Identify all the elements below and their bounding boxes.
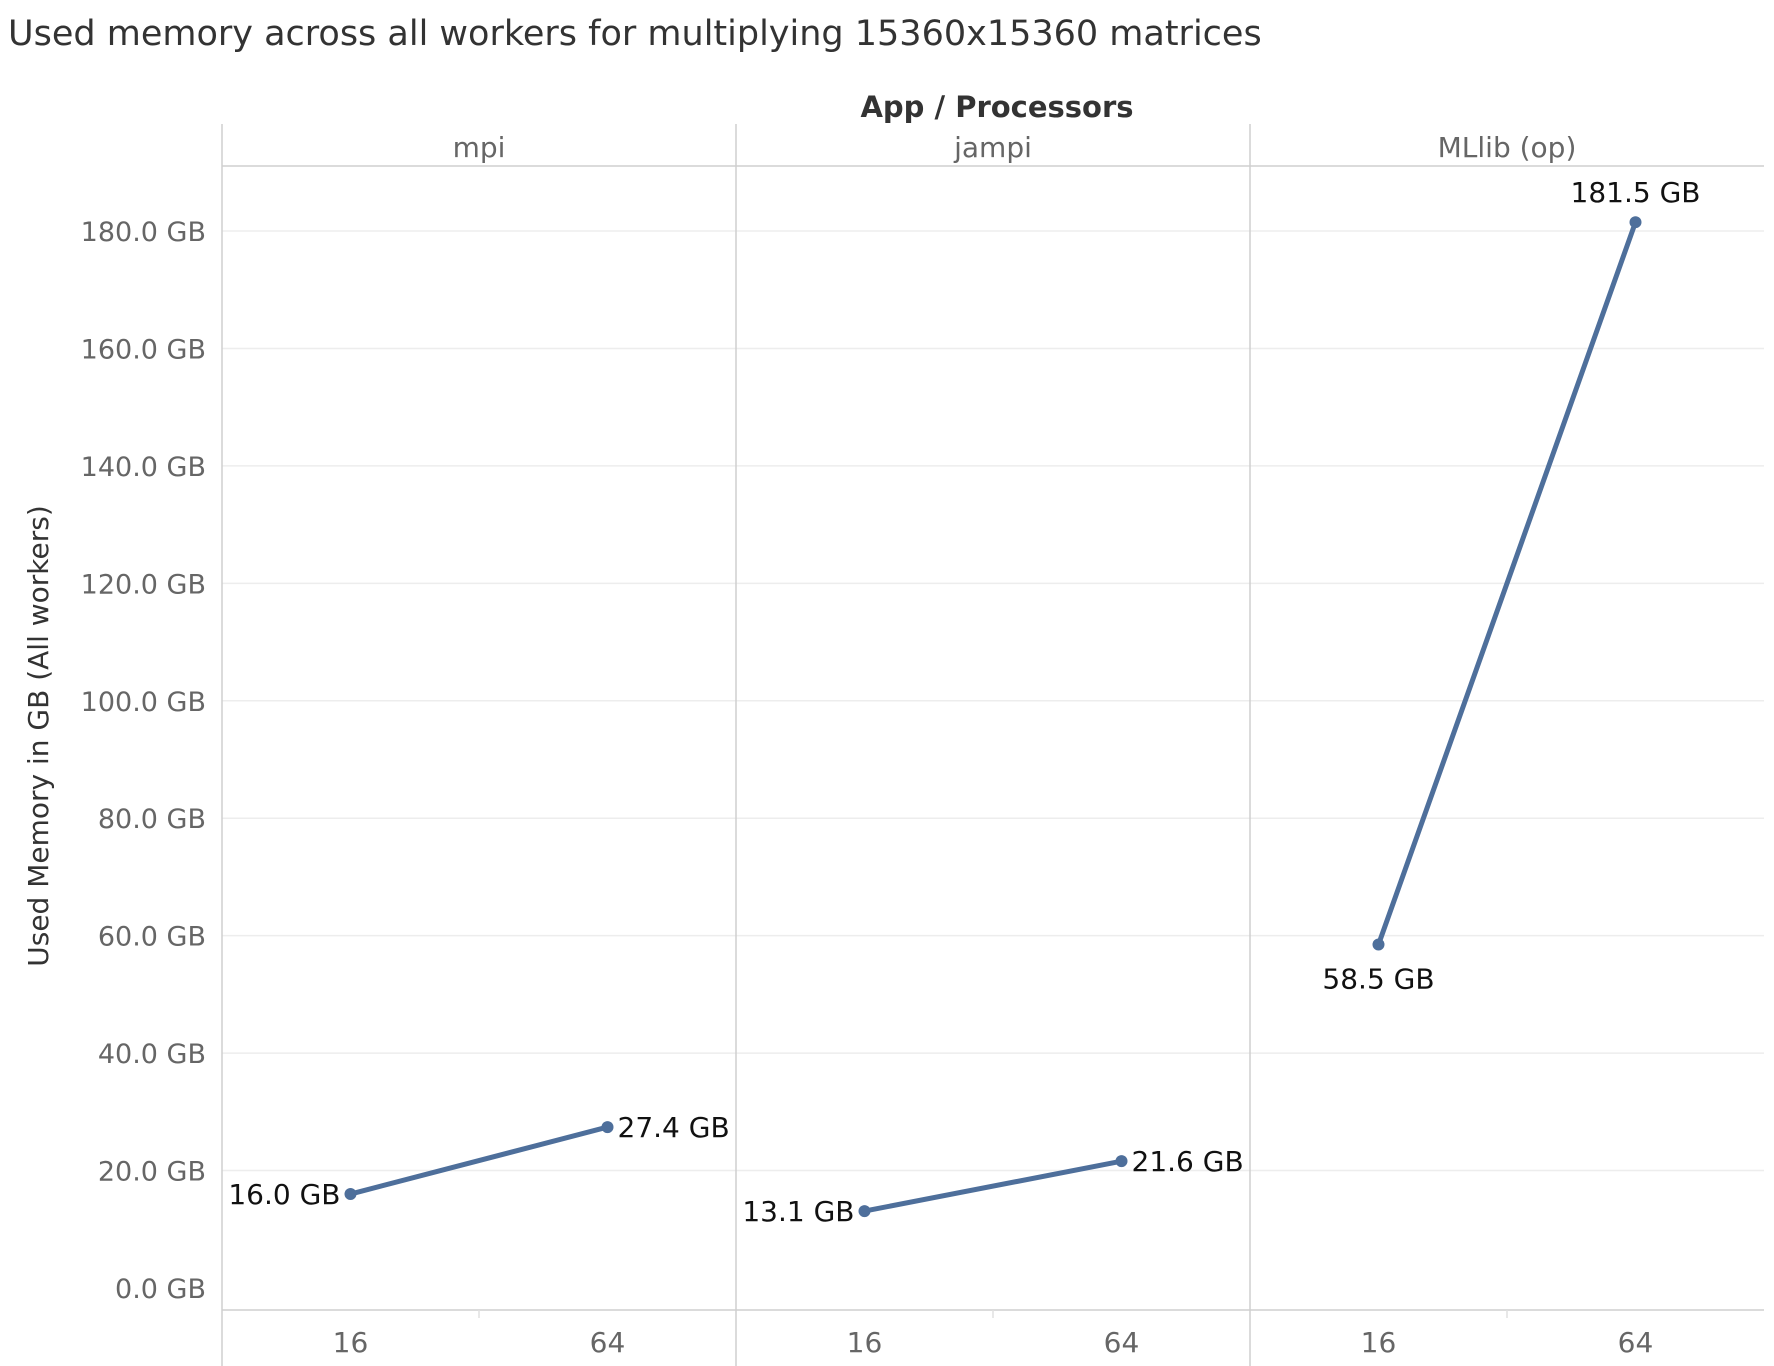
data-label: 16.0 GB — [228, 1178, 340, 1211]
y-tick-label: 0.0 GB — [115, 1274, 206, 1305]
y-tick-label: 80.0 GB — [98, 804, 206, 835]
series-line-jampi — [862, 1158, 1124, 1214]
x-tick-label: 64 — [1104, 1326, 1140, 1359]
column-header: App / Processors — [860, 90, 1133, 124]
panel-frame — [221, 124, 1764, 1366]
x-axis-ticks: 16 64 16 64 16 64 — [333, 1310, 1654, 1359]
y-axis-ticks: 0.0 GB 20.0 GB 40.0 GB 60.0 GB 80.0 GB 100.0 … — [81, 217, 206, 1305]
y-tick-label: 60.0 GB — [98, 922, 206, 953]
x-tick-label: 64 — [1618, 1326, 1654, 1359]
gridlines — [222, 230, 1764, 1172]
y-tick-label: 20.0 GB — [98, 1157, 206, 1188]
data-label: 13.1 GB — [742, 1195, 854, 1228]
data-points — [344, 216, 1642, 1218]
x-tick-label: 16 — [847, 1326, 883, 1359]
x-tick-label: 64 — [590, 1326, 626, 1359]
y-tick-label: 180.0 GB — [81, 217, 206, 248]
panel-header: jampi — [953, 131, 1032, 164]
series-line-mpi — [348, 1124, 610, 1197]
y-tick-label: 100.0 GB — [81, 687, 206, 718]
y-tick-label: 40.0 GB — [98, 1039, 206, 1070]
data-point — [1115, 1155, 1128, 1168]
x-tick-label: 16 — [333, 1326, 369, 1359]
y-tick-label: 140.0 GB — [81, 452, 206, 483]
data-point — [858, 1205, 871, 1218]
data-point — [1629, 216, 1642, 229]
panel-header: MLlib (op) — [1438, 131, 1577, 164]
y-tick-label: 120.0 GB — [81, 569, 206, 600]
data-point — [1372, 938, 1385, 951]
data-label: 27.4 GB — [618, 1111, 730, 1144]
data-labels: 16.0 GB 27.4 GB 13.1 GB 21.6 GB 58.5 GB 181.5… — [228, 176, 1700, 1228]
chart-title: Used memory across all workers for multi… — [8, 14, 1262, 54]
data-point — [601, 1121, 614, 1134]
series-line-mllib-op- — [1376, 219, 1638, 947]
y-axis-label: Used Memory in GB (All workers) — [22, 505, 55, 967]
y-tick-label: 160.0 GB — [81, 334, 206, 365]
panel-headers: mpi jampi MLlib (op) — [453, 131, 1577, 164]
data-label: 58.5 GB — [1322, 962, 1434, 995]
x-tick-label: 16 — [1361, 1326, 1397, 1359]
panel-header: mpi — [453, 131, 506, 164]
data-label: 181.5 GB — [1571, 176, 1701, 209]
series — [348, 219, 1638, 1214]
data-label: 21.6 GB — [1132, 1145, 1244, 1178]
data-point — [344, 1188, 357, 1201]
